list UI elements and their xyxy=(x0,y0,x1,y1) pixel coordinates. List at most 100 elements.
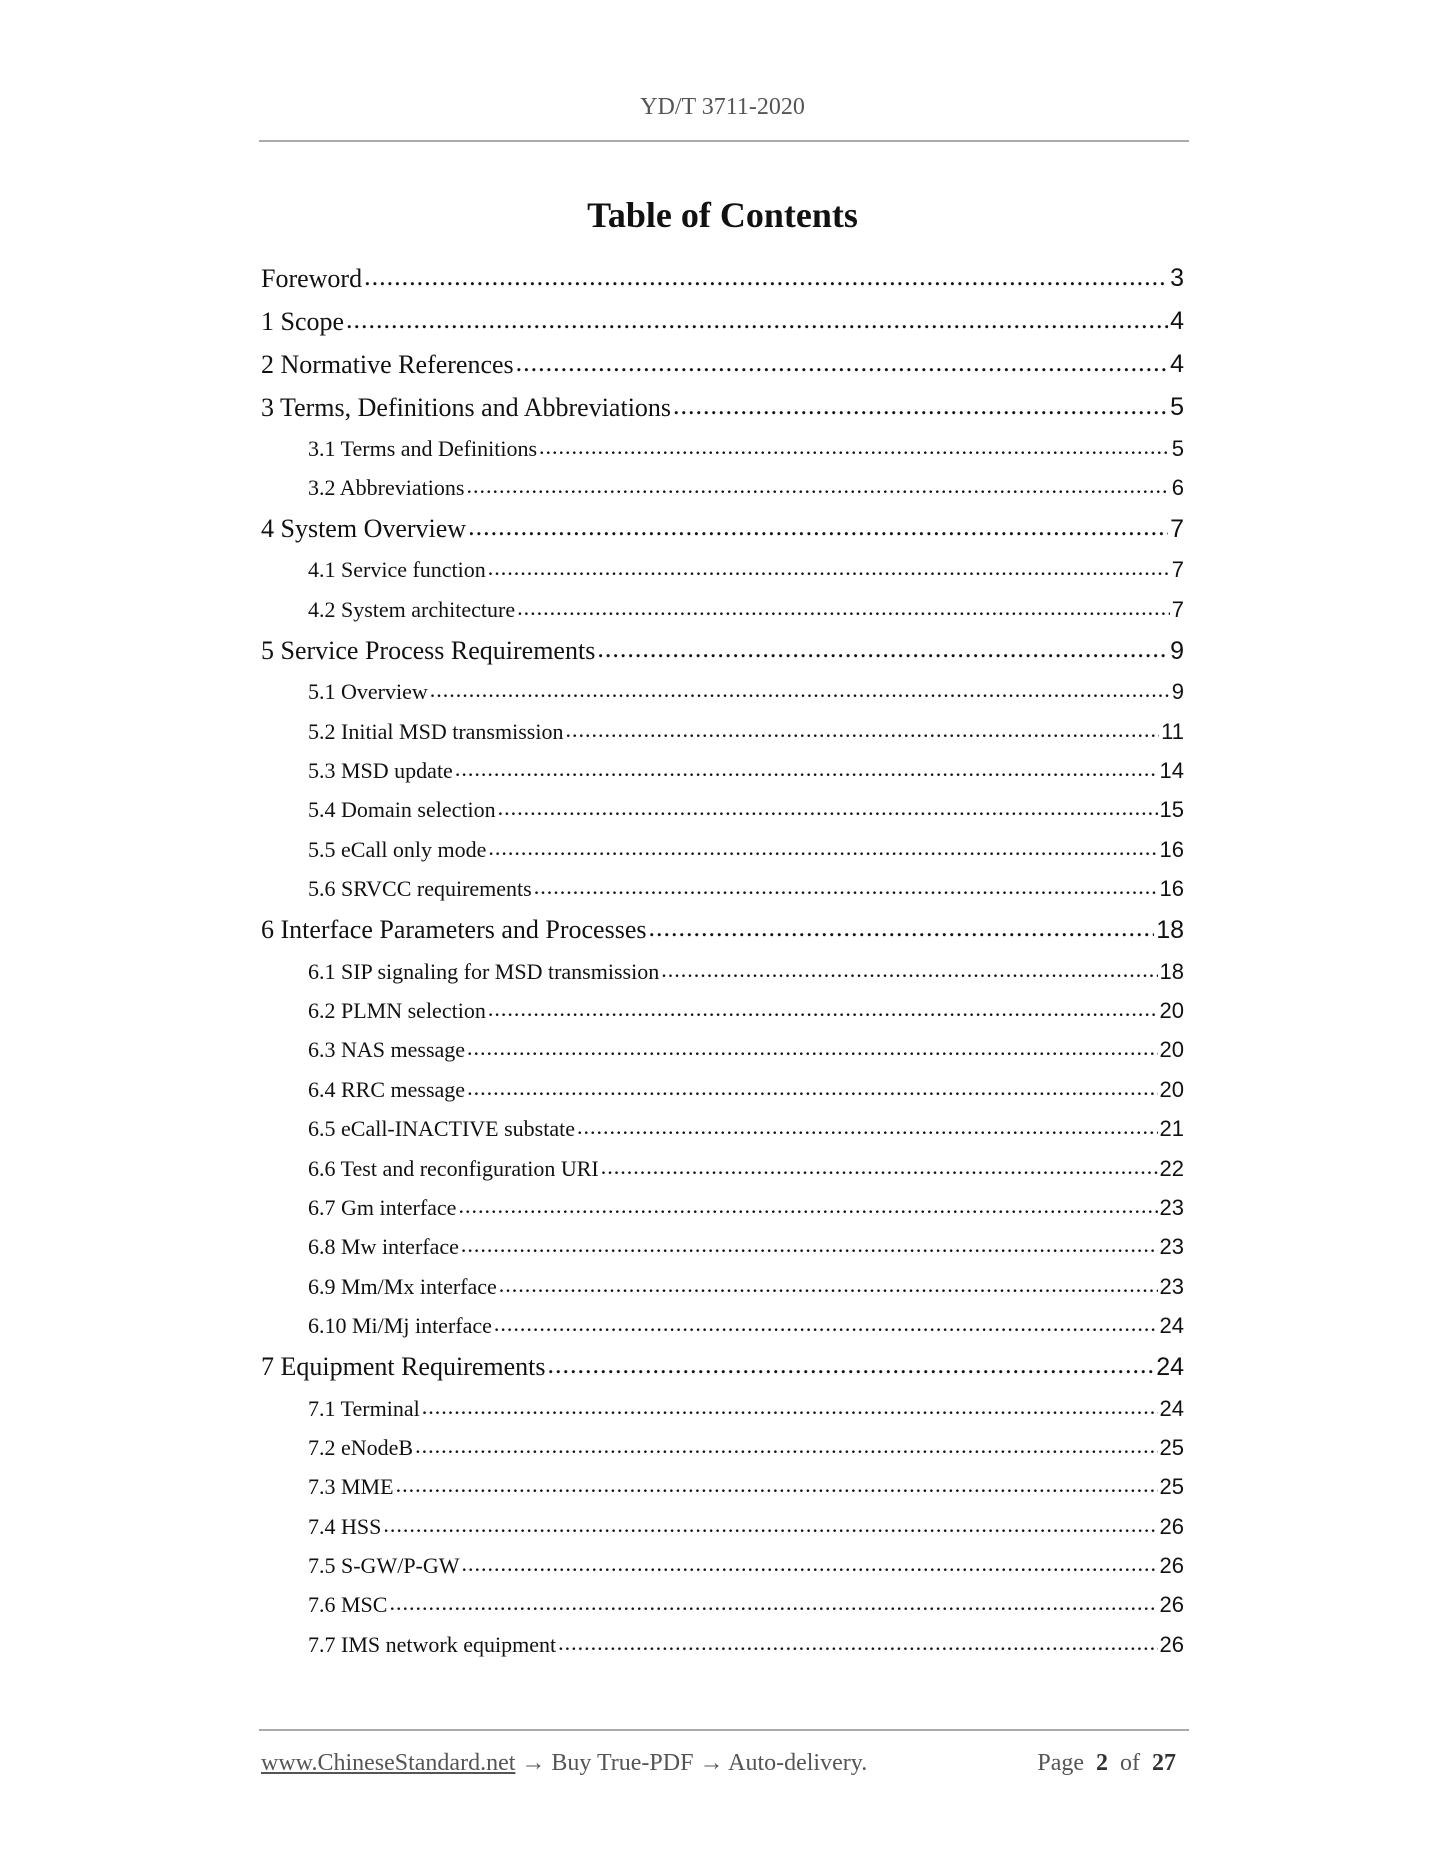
dot-leader xyxy=(488,837,1157,863)
dot-leader xyxy=(601,1155,1158,1181)
toc-entry[interactable]: 5.1 Overview 9 xyxy=(261,673,1184,712)
toc-entry-page: 26 xyxy=(1159,1631,1184,1657)
toc-entry[interactable]: 7.6 MSC 26 xyxy=(261,1586,1184,1625)
toc-entry[interactable]: 3.1 Terms and Definitions 5 xyxy=(261,429,1184,468)
toc-entry-page: 20 xyxy=(1159,1076,1184,1102)
dot-leader xyxy=(462,1553,1158,1579)
toc-entry-label: 7.1 Terminal xyxy=(308,1395,420,1421)
dot-leader xyxy=(517,597,1170,623)
toc-entry[interactable]: 7.2 eNodeB 25 xyxy=(261,1428,1184,1467)
toc-entry[interactable]: 6.2 PLMN selection 20 xyxy=(261,991,1184,1030)
toc-entry-page: 26 xyxy=(1159,1592,1184,1618)
toc-entry[interactable]: 6.10 Mi/Mj interface 24 xyxy=(261,1306,1184,1345)
toc-entry-label: 6.8 Mw interface xyxy=(308,1234,459,1260)
footer-rule xyxy=(259,1729,1189,1731)
toc-entry[interactable]: 7.4 HSS 26 xyxy=(261,1507,1184,1546)
dot-leader xyxy=(415,1435,1157,1461)
toc-entry-page: 20 xyxy=(1159,1037,1184,1063)
toc-entry[interactable]: 5.3 MSD update 14 xyxy=(261,751,1184,790)
page-footer: www.ChineseStandard.net → Buy True-PDF →… xyxy=(261,1750,1180,1777)
dot-leader xyxy=(389,1592,1157,1618)
dot-leader xyxy=(577,1116,1158,1142)
toc-entry[interactable]: 7 Equipment Requirements 24 xyxy=(261,1346,1184,1389)
toc-entry[interactable]: 5.6 SRVCC requirements 16 xyxy=(261,870,1184,909)
toc-entry-label: 4.2 System architecture xyxy=(308,596,516,622)
toc-entry-label: 2 Normative References xyxy=(261,349,514,379)
toc-entry[interactable]: 6.4 RRC message 20 xyxy=(261,1070,1184,1109)
toc-entry-label: 6.6 Test and reconfiguration URI xyxy=(308,1155,599,1181)
toc-entry-label: 7.7 IMS network equipment xyxy=(308,1631,557,1657)
dot-leader xyxy=(461,1234,1158,1260)
toc-entry[interactable]: 6.1 SIP signaling for MSD transmission 18 xyxy=(261,952,1184,991)
toc-entry-page: 24 xyxy=(1156,1352,1184,1381)
toc-entry[interactable]: 5.2 Initial MSD transmission 11 xyxy=(261,712,1184,751)
toc-entry[interactable]: 4.2 System architecture 7 xyxy=(261,590,1184,629)
toc-entry-page: 23 xyxy=(1159,1194,1184,1220)
toc-entry[interactable]: 5.4 Domain selection 15 xyxy=(261,791,1184,830)
dot-leader xyxy=(539,436,1170,462)
dot-leader xyxy=(673,392,1168,423)
dot-leader xyxy=(494,1313,1158,1339)
website-link[interactable]: www.ChineseStandard.net xyxy=(261,1750,516,1776)
toc-entry-page: 23 xyxy=(1159,1273,1184,1299)
dot-leader xyxy=(430,679,1170,705)
toc-entry-label: 6.3 NAS message xyxy=(308,1037,466,1063)
toc-entry-label: 5.3 MSD update xyxy=(308,758,453,784)
toc-entry-page: 23 xyxy=(1159,1234,1184,1260)
toc-entry[interactable]: 3 Terms, Definitions and Abbreviations 5 xyxy=(261,386,1184,429)
toc-entry-page: 3 xyxy=(1170,264,1184,292)
toc-entry-label: 6.4 RRC message xyxy=(308,1076,466,1102)
toc-entry[interactable]: 5 Service Process Requirements 9 xyxy=(261,630,1184,673)
toc-entry[interactable]: 1 Scope 4 xyxy=(261,300,1184,343)
toc-entry-label: 5.6 SRVCC requirements xyxy=(308,876,532,902)
toc-entry[interactable]: 4 System Overview 7 xyxy=(261,508,1184,551)
toc-entry-label: 6.5 eCall-INACTIVE substate xyxy=(308,1116,575,1142)
toc-entry-page: 18 xyxy=(1159,958,1184,984)
dot-leader xyxy=(458,1195,1157,1221)
toc-entry-page: 9 xyxy=(1170,636,1184,665)
toc-entry-page: 5 xyxy=(1171,435,1184,461)
dot-leader xyxy=(649,915,1155,946)
toc-entry[interactable]: 6 Interface Parameters and Processes 18 xyxy=(261,909,1184,952)
toc-entry-page: 7 xyxy=(1170,514,1184,543)
toc-entry-page: 24 xyxy=(1159,1313,1184,1339)
toc-entry[interactable]: 7.1 Terminal 24 xyxy=(261,1389,1184,1428)
toc-entry-page: 16 xyxy=(1159,836,1184,862)
toc-entry-label: 7.5 S-GW/P-GW xyxy=(308,1553,460,1579)
toc-entry-page: 26 xyxy=(1159,1513,1184,1539)
toc-entry-label: 5.2 Initial MSD transmission xyxy=(308,718,564,744)
toc-entry-page: 22 xyxy=(1159,1155,1184,1181)
toc-entry[interactable]: 6.5 eCall-INACTIVE substate 21 xyxy=(261,1109,1184,1148)
toc-entry-page: 25 xyxy=(1159,1434,1184,1460)
toc-entry[interactable]: 3.2 Abbreviations 6 xyxy=(261,468,1184,507)
toc-entry[interactable]: 2 Normative References 4 xyxy=(261,343,1184,386)
dot-leader xyxy=(383,1513,1157,1539)
toc-entry[interactable]: 6.6 Test and reconfiguration URI 22 xyxy=(261,1149,1184,1188)
dot-leader xyxy=(488,998,1158,1024)
toc-entry[interactable]: Foreword 3 xyxy=(261,257,1184,300)
toc-entry[interactable]: 6.8 Mw interface 23 xyxy=(261,1228,1184,1267)
toc-entry-label: 4.1 Service function xyxy=(308,557,486,583)
toc-entry[interactable]: 6.7 Gm interface 23 xyxy=(261,1188,1184,1227)
dot-leader xyxy=(466,475,1169,501)
toc-entry-page: 9 xyxy=(1171,679,1184,705)
dot-leader xyxy=(565,718,1159,744)
toc-entry-page: 4 xyxy=(1170,307,1184,335)
toc-entry-page: 21 xyxy=(1159,1116,1184,1142)
toc-entry[interactable]: 4.1 Service function 7 xyxy=(261,551,1184,590)
toc-entry[interactable]: 5.5 eCall only mode 16 xyxy=(261,830,1184,869)
toc-entry-label: 7 Equipment Requirements xyxy=(261,1352,546,1382)
toc-entry-label: 3 Terms, Definitions and Abbreviations xyxy=(261,392,672,422)
toc-entry[interactable]: 7.7 IMS network equipment 26 xyxy=(261,1625,1184,1664)
toc-entry[interactable]: 7.3 MME 25 xyxy=(261,1468,1184,1507)
toc-entry[interactable]: 6.9 Mm/Mx interface 23 xyxy=(261,1267,1184,1306)
toc-entry[interactable]: 6.3 NAS message 20 xyxy=(261,1031,1184,1070)
toc-entry[interactable]: 7.5 S-GW/P-GW 26 xyxy=(261,1546,1184,1585)
header-rule xyxy=(259,140,1189,142)
toc-entry-label: 6.10 Mi/Mj interface xyxy=(308,1313,492,1339)
dot-leader xyxy=(661,958,1157,984)
toc-entry-label: 6.7 Gm interface xyxy=(308,1194,457,1220)
toc-entry-label: 7.4 HSS xyxy=(308,1513,382,1539)
dot-leader xyxy=(455,758,1158,784)
toc-entry-label: 6.1 SIP signaling for MSD transmission xyxy=(308,958,660,984)
